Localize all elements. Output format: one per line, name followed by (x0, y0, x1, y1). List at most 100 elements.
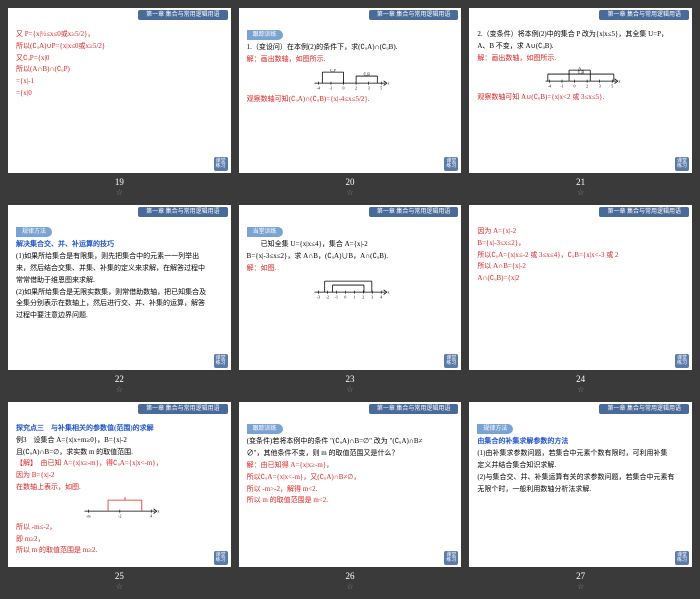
footer-badge: 课堂练习 (444, 354, 458, 368)
text-line: 所以(A∩B)∩(∁ᵤP) (16, 65, 223, 75)
text-line: (2)如果所给集合是无限实数集，则常借助数轴，把已知集合及 (16, 288, 223, 298)
svg-text:-4: -4 (317, 86, 320, 90)
text-line: B={x|-3≤x≤2}，求 A∩B，(∁ᵤA)∪B，A∩(∁ᵤB). (247, 252, 454, 262)
slide-25[interactable]: 第一章 集合与常用逻辑用语 探究点三 与补集相关的参数值(范围)的求解例3 设集… (8, 402, 231, 567)
slide-content: 规律方法由集合的补集求解参数的方法(1)由补集求参数问题，若集合中元素个数有限时… (475, 422, 686, 498)
slide-23[interactable]: 第一章 集合与常用逻辑用语 当堂训练 已知全集 U={x|x≤4}，集合 A={… (239, 205, 462, 370)
slide-24[interactable]: 第一章 集合与常用逻辑用语 因为 A={x|-2B={x|-3≤x≤2}，所以∁… (469, 205, 692, 370)
svg-text:0: 0 (345, 295, 347, 299)
text-line: 解：由已知得 A={x|x≥-m}， (247, 461, 454, 471)
footer-badge: 课堂练习 (444, 157, 458, 171)
slide-content: 跟踪训练 (变条件)若将本例中的条件 "(∁ᵤA)∩B=∅" 改为 "(∁ᵤA)∩… (245, 422, 456, 510)
slide-number: 24 (576, 374, 585, 384)
text-line: 无限个时，一般利用数轴分析法求解. (477, 485, 684, 495)
slide-number: 26 (345, 571, 354, 581)
star-icon[interactable]: ☆ (346, 582, 353, 591)
slide-number: 25 (115, 571, 124, 581)
text-line: 所以∁ᵤA={x|x<-m}，又(∁ᵤA)∩B≠∅， (247, 473, 454, 483)
svg-text:3: 3 (371, 295, 373, 299)
text-line: ={x|0 (16, 89, 223, 99)
svg-text:-1: -1 (329, 86, 332, 90)
footer-badge: 课堂练习 (675, 551, 689, 565)
slide-20[interactable]: 第一章 集合与常用逻辑用语 跟踪训练1.（变设问）在本例(2)的条件下，求(∁ᵤ… (239, 8, 462, 173)
text-line: 定义并结合集合知识求解. (477, 461, 684, 471)
text-line: 又∁ᵤP={x|0 (16, 54, 223, 64)
slide-header: 第一章 集合与常用逻辑用语 (8, 8, 231, 22)
svg-text:4: 4 (150, 514, 152, 518)
star-icon[interactable]: ☆ (577, 582, 584, 591)
text-line: B={x|-3≤x≤2}， (477, 239, 684, 249)
svg-text:x: x (388, 82, 390, 86)
star-icon[interactable]: ☆ (116, 188, 123, 197)
slide-header: 第一章 集合与常用逻辑用语 (469, 8, 692, 22)
slide-22[interactable]: 第一章 集合与常用逻辑用语 规律方法解决集合交、并、补运算的技巧(1)如果所给集… (8, 205, 231, 370)
star-icon[interactable]: ☆ (346, 188, 353, 197)
section-tag: 当堂训练 (247, 227, 283, 237)
slide-27[interactable]: 第一章 集合与常用逻辑用语 规律方法由集合的补集求解参数的方法(1)由补集求参数… (469, 402, 692, 567)
footer-badge: 课堂练习 (214, 157, 228, 171)
text-line: 即 m≥2， (16, 535, 223, 545)
number-line: x -4-10235A∁ᵤB (493, 67, 669, 89)
text-line: 1.（变设问）在本例(2)的条件下，求(∁ᵤA)∩(∁ᵤB). (247, 43, 454, 53)
svg-text:-m: -m (86, 514, 90, 518)
slide-content: 当堂训练 已知全集 U={x|x≤4}，集合 A={x|-2B={x|-3≤x≤… (245, 225, 456, 306)
star-icon[interactable]: ☆ (346, 385, 353, 394)
slide-content: 2.（变条件）将本例(2)中的集合 P 改为{x|x≤5}，其全集 U=P，A、… (475, 28, 686, 107)
svg-text:0: 0 (573, 85, 575, 89)
svg-text:-1: -1 (560, 85, 563, 89)
star-icon[interactable]: ☆ (577, 188, 584, 197)
star-icon[interactable]: ☆ (116, 385, 123, 394)
section-tag: 跟踪训练 (247, 424, 283, 434)
text-line: 又 P={x|½≤x≤0或x≥5/2}， (16, 30, 223, 40)
slide-wrap-24: 第一章 集合与常用逻辑用语 因为 A={x|-2B={x|-3≤x≤2}，所以∁… (469, 205, 692, 394)
slide-21[interactable]: 第一章 集合与常用逻辑用语 2.（变条件）将本例(2)中的集合 P 改为{x|x… (469, 8, 692, 173)
text-line: 所以 m 的取值范围是 m<2. (247, 496, 454, 506)
text-line: 在数轴上表示，如图. (16, 483, 223, 493)
slide-wrap-25: 第一章 集合与常用逻辑用语 探究点三 与补集相关的参数值(范围)的求解例3 设集… (8, 402, 231, 591)
text-line: ={x|-1 (16, 77, 223, 87)
star-icon[interactable]: ☆ (116, 582, 123, 591)
slide-content: 跟踪训练1.（变设问）在本例(2)的条件下，求(∁ᵤA)∩(∁ᵤB).解：画出数… (245, 28, 456, 109)
text-line: 所以 -m≤-2， (16, 523, 223, 533)
svg-text:x: x (388, 290, 390, 294)
svg-text:5: 5 (611, 85, 613, 89)
svg-text:2: 2 (586, 85, 588, 89)
slide-26[interactable]: 第一章 集合与常用逻辑用语 跟踪训练 (变条件)若将本例中的条件 "(∁ᵤA)∩B… (239, 402, 462, 567)
footer-badge: 课堂练习 (675, 354, 689, 368)
svg-text:2: 2 (355, 86, 357, 90)
slide-header: 第一章 集合与常用逻辑用语 (469, 402, 692, 416)
text-line: 探究点三 与补集相关的参数值(范围)的求解 (16, 424, 223, 434)
svg-text:4: 4 (380, 295, 382, 299)
star-icon[interactable]: ☆ (577, 385, 584, 394)
slide-content: 因为 A={x|-2B={x|-3≤x≤2}，所以∁ᵤA={x|x≤-2 或 3… (475, 225, 686, 288)
slide-number: 21 (576, 177, 585, 187)
svg-text:∁ᵤB: ∁ᵤB (364, 72, 371, 76)
svg-text:∁ᵤB: ∁ᵤB (577, 71, 584, 75)
slide-header: 第一章 集合与常用逻辑用语 (239, 8, 462, 22)
chapter-label: 第一章 集合与常用逻辑用语 (369, 10, 459, 20)
chapter-label: 第一章 集合与常用逻辑用语 (599, 207, 689, 217)
text-line: 常常借助于维恩图来求解. (16, 276, 223, 286)
text-line: 过程中要注意边界问题. (16, 311, 223, 321)
slide-number: 20 (345, 177, 354, 187)
text-line: A∩(∁ᵤB)={x|2 (477, 274, 684, 284)
slide-wrap-27: 第一章 集合与常用逻辑用语 规律方法由集合的补集求解参数的方法(1)由补集求参数… (469, 402, 692, 591)
footer-badge: 课堂练习 (214, 551, 228, 565)
text-line: (1)如果所给集合是有限集，则先把集合中的元素一一列举出 (16, 252, 223, 262)
text-line: 所以(∁ᵤA)∪P={x|x≤0或x≥5/2} (16, 42, 223, 52)
text-line: 由集合的补集求解参数的方法 (477, 437, 684, 447)
svg-text:3: 3 (368, 86, 370, 90)
text-line: 全集分别表示在数轴上，然后进行交、并、补集的运算，解答 (16, 299, 223, 309)
footer-badge: 课堂练习 (675, 157, 689, 171)
footer-badge: 课堂练习 (214, 354, 228, 368)
text-line: 例3 设集合 A={x|x+m≥0}，B={x|-2 (16, 436, 223, 446)
svg-text:∁ᵤP: ∁ᵤP (330, 69, 337, 72)
chapter-label: 第一章 集合与常用逻辑用语 (369, 404, 459, 414)
svg-text:-1: -1 (335, 295, 338, 299)
slide-19[interactable]: 第一章 集合与常用逻辑用语 又 P={x|½≤x≤0或x≥5/2}， 所以(∁ᵤA… (8, 8, 231, 173)
footer-badge: 课堂练习 (444, 551, 458, 565)
section-tag: 规律方法 (477, 424, 513, 434)
text-line: (变条件)若将本例中的条件 "(∁ᵤA)∩B=∅" 改为 "(∁ᵤA)∩B≠ (247, 437, 454, 447)
text-line: 解：画出数轴，如图所示. (247, 55, 454, 65)
slide-number: 19 (115, 177, 124, 187)
